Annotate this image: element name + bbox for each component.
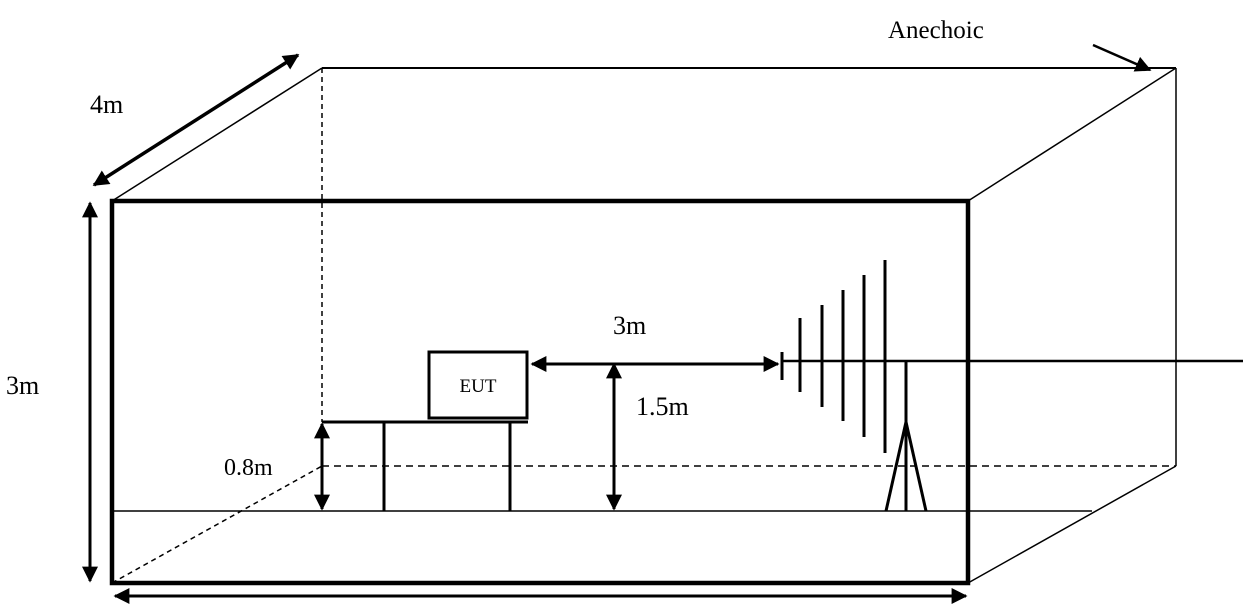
dimension-arrows xyxy=(82,43,1152,604)
chamber-back-frame xyxy=(321,67,1177,467)
table-height-label-bg xyxy=(224,452,292,480)
test-table xyxy=(322,420,528,511)
eut-box xyxy=(427,350,529,420)
antenna-height-label: 1.5m xyxy=(636,392,689,421)
antenna-tripod xyxy=(884,361,928,512)
distance-dimension-label: 3m xyxy=(613,311,646,340)
height-dimension-label: 3m xyxy=(6,371,39,400)
anechoic-pointer-arrow xyxy=(1092,43,1152,72)
eut-label: EUT xyxy=(460,376,497,397)
width-4m-arrow xyxy=(92,53,300,187)
table-height-label: 0.8m xyxy=(224,455,273,481)
antenna xyxy=(780,260,1243,453)
anechoic-label: Anechoic xyxy=(888,17,984,44)
width-dimension-label: 4m xyxy=(90,90,123,119)
chamber-front-face xyxy=(109,198,971,586)
